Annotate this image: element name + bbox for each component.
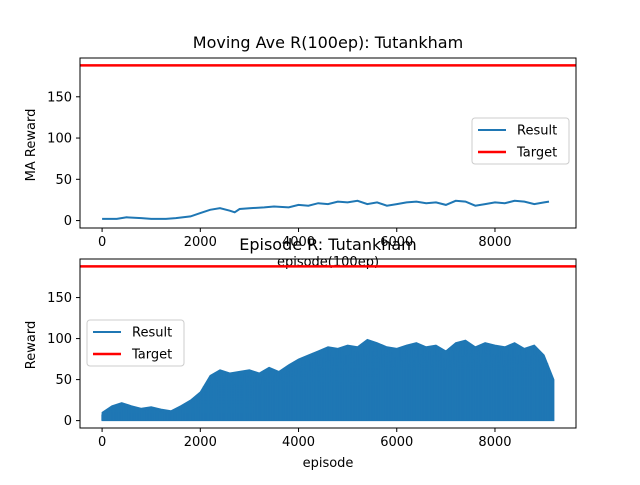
y-axis-label: MA Reward [24, 109, 39, 182]
legend-label: Result [132, 326, 172, 341]
chart-title: Episode R: Tutankham [239, 235, 417, 254]
x-tick-label: 6000 [380, 235, 413, 250]
x-tick-label: 6000 [380, 435, 413, 450]
y-tick-label: 100 [47, 332, 72, 347]
x-tick-label: 2000 [184, 235, 217, 250]
y-tick-label: 150 [47, 291, 72, 306]
plot-area: 0 2000 4000 6000 8000 0 50 100 150 Result Target [47, 57, 577, 250]
x-tick-label: 4000 [282, 435, 315, 450]
x-tick-label: 8000 [478, 235, 511, 250]
y-tick-label: 50 [55, 173, 72, 188]
plot-area: 0 2000 4000 6000 8000 0 50 100 150 Result Target [47, 258, 577, 450]
x-axis-label: episode(100ep) [277, 255, 379, 270]
legend-label: Result [517, 124, 557, 139]
x-axis-label: episode [303, 456, 354, 471]
result-line [102, 199, 550, 220]
y-axis-label: Reward [24, 321, 39, 369]
x-tick-label: 4000 [282, 235, 315, 250]
x-tick-label: 2000 [184, 435, 217, 450]
x-tick-label: 0 [98, 235, 106, 250]
legend-label: Target [131, 348, 172, 363]
x-tick-label: 0 [98, 435, 106, 450]
x-tick-label: 8000 [478, 435, 511, 450]
episode-reward-chart: Episode R: Tutankham Reward episode 0 200… [24, 235, 577, 471]
y-tick-label: 100 [47, 132, 72, 147]
axes-frame [79, 258, 577, 429]
y-tick-label: 0 [64, 214, 72, 229]
data-layer [80, 265, 576, 422]
legend-label: Target [516, 146, 557, 161]
y-tick-label: 150 [47, 90, 72, 105]
y-tick-label: 0 [64, 414, 72, 429]
axes-frame [79, 57, 577, 229]
moving-average-chart: Moving Ave R(100ep): Tutankham MA Reward… [24, 33, 577, 270]
data-layer [80, 64, 576, 220]
result-spikes [101, 341, 554, 421]
chart-title: Moving Ave R(100ep): Tutankham [193, 33, 463, 52]
y-tick-label: 50 [55, 373, 72, 388]
